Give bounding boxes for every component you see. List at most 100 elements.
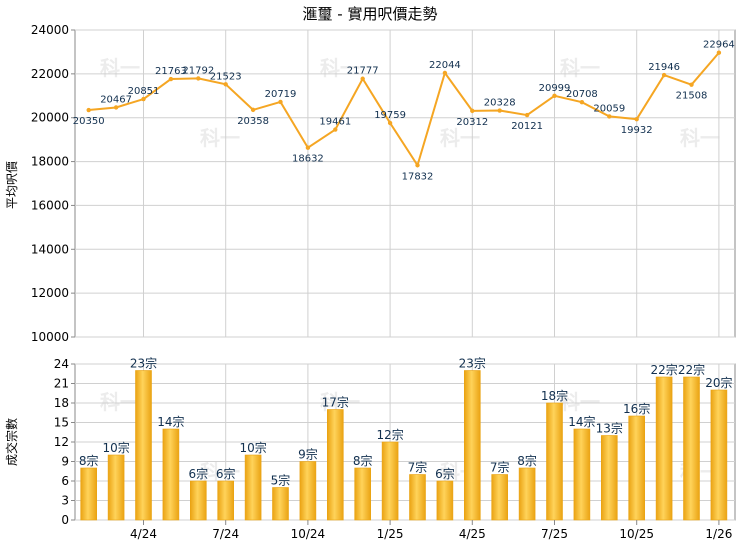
volume-bar	[135, 370, 152, 521]
line-watermark: 科一	[440, 126, 480, 150]
bar-y-tick-label: 24	[54, 357, 69, 371]
line-plot-area	[74, 29, 736, 338]
price-point	[86, 107, 91, 113]
volume-data-label: 13宗	[596, 421, 623, 436]
chart-title: 滙璽 - 實用呎價走勢	[303, 5, 438, 23]
bar-y-tick-label: 0	[61, 513, 69, 527]
price-data-label: 19461	[319, 117, 351, 128]
price-point	[333, 127, 338, 132]
volume-bar	[628, 415, 646, 521]
price-point	[716, 50, 722, 55]
price-data-label: 22044	[429, 60, 461, 71]
price-data-label: 17832	[402, 171, 434, 182]
price-point	[387, 120, 393, 126]
bar-y-tick-label: 18	[54, 396, 69, 410]
volume-data-label: 22宗	[650, 362, 677, 377]
price-point	[497, 108, 502, 113]
price-data-label: 20358	[237, 116, 269, 127]
volume-data-label: 8宗	[353, 453, 373, 468]
volume-data-label: 9宗	[298, 447, 318, 462]
price-data-label: 19932	[621, 125, 653, 136]
volume-bar	[80, 467, 97, 521]
volume-bar	[491, 474, 509, 521]
x-tick-label: 4/24	[130, 527, 157, 541]
price-data-label: 21508	[676, 91, 708, 102]
price-data-label: 21792	[182, 65, 214, 76]
volume-bar	[546, 402, 563, 521]
price-point	[250, 107, 256, 113]
volume-data-label: 10宗	[102, 440, 129, 455]
x-tick-label: 1/26	[705, 527, 732, 541]
line-watermark: 科一	[200, 126, 240, 150]
x-tick-label: 4/25	[459, 527, 486, 541]
volume-data-label: 16宗	[623, 401, 650, 416]
volume-data-label: 6宗	[188, 466, 208, 481]
price-point	[278, 99, 283, 105]
volume-data-label: 18宗	[541, 388, 568, 403]
line-watermark: 科一	[680, 126, 720, 150]
volume-bar	[600, 435, 618, 521]
volume-bar	[272, 487, 289, 521]
volume-bar	[573, 428, 591, 521]
volume-bar	[354, 467, 372, 521]
line-y-tick-label: 16000	[31, 198, 69, 212]
price-data-label: 19759	[374, 110, 406, 121]
price-point	[634, 117, 639, 122]
price-point	[223, 82, 228, 87]
volume-data-label: 8宗	[517, 453, 537, 468]
price-data-label: 18632	[292, 154, 324, 165]
price-data-label: 20350	[73, 116, 105, 127]
volume-bar	[190, 480, 207, 521]
line-y-tick-label: 12000	[31, 286, 69, 300]
price-point	[470, 108, 475, 114]
price-data-label: 20328	[484, 98, 516, 109]
x-tick-label: 7/24	[212, 527, 239, 541]
bar-y-tick-label: 12	[54, 435, 69, 449]
price-point	[415, 163, 420, 168]
volume-data-label: 23宗	[130, 356, 157, 371]
volume-data-label: 17宗	[322, 395, 349, 410]
line-y-tick-label: 20000	[31, 111, 69, 125]
price-point	[579, 99, 585, 105]
price-point	[141, 96, 146, 102]
price-point	[607, 114, 612, 119]
volume-bar	[436, 480, 454, 521]
price-point	[168, 76, 174, 82]
volume-data-label: 7宗	[408, 460, 428, 475]
price-point	[113, 105, 119, 110]
volume-bar	[299, 461, 317, 521]
volume-bar	[381, 441, 399, 521]
volume-data-label: 5宗	[271, 473, 291, 488]
volume-bar	[107, 454, 125, 521]
volume-data-label: 22宗	[678, 362, 705, 377]
price-point	[552, 93, 557, 99]
volume-data-label: 23宗	[459, 356, 486, 371]
volume-data-label: 12宗	[376, 427, 403, 442]
price-point	[360, 76, 365, 81]
price-data-label: 21523	[210, 71, 242, 82]
x-tick-label: 7/25	[541, 527, 568, 541]
bar-watermark: 科一	[200, 460, 240, 484]
price-point	[305, 145, 311, 150]
bar-y-tick-label: 6	[61, 474, 69, 488]
price-data-label: 20059	[593, 103, 625, 114]
x-tick-label: 10/24	[291, 527, 326, 541]
price-data-label: 20708	[566, 89, 598, 100]
x-tick-label: 1/25	[377, 527, 404, 541]
volume-bar	[244, 454, 262, 521]
volume-data-label: 6宗	[435, 466, 455, 481]
bar-y-axis-label: 成交宗數	[4, 418, 19, 466]
line-y-tick-label: 14000	[31, 242, 69, 256]
price-data-label: 20851	[128, 86, 160, 97]
line-watermark: 科一	[320, 56, 360, 80]
volume-bar	[518, 467, 536, 521]
bar-watermark: 科一	[560, 390, 600, 414]
volume-bar	[683, 376, 700, 521]
volume-data-label: 8宗	[79, 453, 99, 468]
price-data-label: 21763	[155, 66, 187, 77]
line-y-tick-label: 10000	[31, 330, 69, 344]
price-data-label: 22964	[703, 40, 735, 51]
